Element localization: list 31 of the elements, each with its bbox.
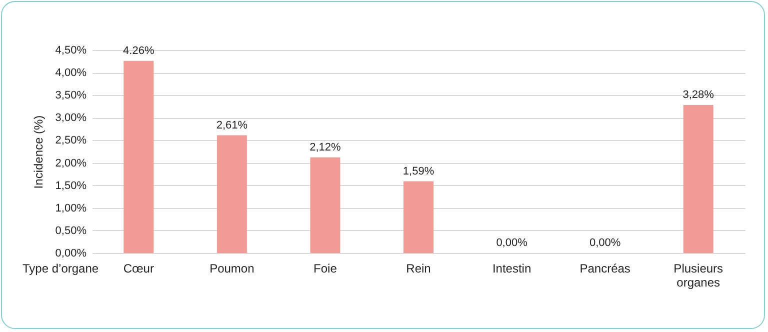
data-label: 3,28% bbox=[682, 89, 714, 102]
data-label: 0,00% bbox=[589, 237, 621, 249]
bar bbox=[683, 105, 714, 253]
y-tick-label: 1,50% bbox=[55, 180, 87, 192]
y-axis-title: Incidence (%) bbox=[31, 115, 46, 189]
x-tick-label: Pancréas bbox=[580, 262, 630, 276]
y-tick-label: 4,50% bbox=[55, 44, 87, 56]
y-tick-label: 0,50% bbox=[55, 224, 87, 237]
y-tick-label: 1,00% bbox=[55, 202, 87, 214]
x-tick-label: Intestin bbox=[492, 262, 532, 276]
y-tick-label: 3,50% bbox=[55, 90, 87, 102]
bar bbox=[124, 60, 154, 253]
x-axis-title: Type d’organe bbox=[22, 262, 99, 276]
data-label: 2,61% bbox=[216, 119, 248, 132]
data-label: 2,12% bbox=[310, 141, 342, 154]
data-label: 1,59% bbox=[402, 165, 434, 178]
x-tick-label: Poumon bbox=[210, 262, 254, 276]
data-label: 0,00% bbox=[496, 237, 528, 249]
bar bbox=[404, 181, 434, 253]
y-tick-label: 2,50% bbox=[55, 134, 87, 147]
y-tick-label: 3,00% bbox=[55, 112, 87, 124]
x-tick-label: Rein bbox=[406, 262, 431, 276]
x-tick-label: Cœur bbox=[123, 262, 154, 276]
x-tick-label: Plusieurs organes bbox=[674, 262, 724, 290]
y-tick-label: 4,00% bbox=[55, 67, 87, 80]
bar bbox=[216, 135, 247, 253]
bar bbox=[310, 157, 340, 253]
y-tick-label: 2,00% bbox=[55, 157, 87, 170]
y-tick-label: 0,00% bbox=[55, 248, 87, 260]
data-label: 4.26% bbox=[123, 44, 154, 57]
x-tick-label: Foie bbox=[314, 262, 338, 276]
